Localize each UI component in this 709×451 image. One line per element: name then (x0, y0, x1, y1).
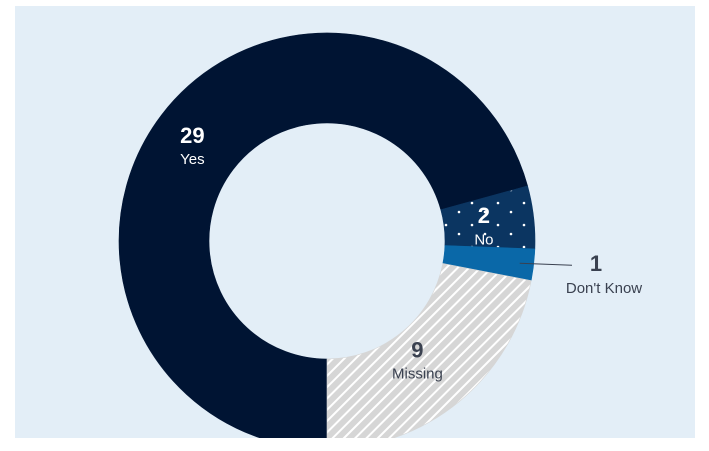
donut-segment (118, 32, 528, 438)
value-label: 29 (180, 123, 204, 148)
category-label: Missing (392, 366, 443, 383)
category-label: No (474, 231, 493, 248)
category-label: Yes (180, 151, 204, 168)
category-label: Don't Know (566, 280, 642, 297)
value-label: 9 (411, 338, 423, 363)
value-label: 2 (478, 203, 490, 228)
plot-area: 29 Yes 2 No 1 Don't Know 9 Missing (118, 32, 642, 438)
donut-segment (326, 263, 532, 438)
value-label: 1 (590, 251, 602, 276)
leader-line (519, 262, 573, 266)
